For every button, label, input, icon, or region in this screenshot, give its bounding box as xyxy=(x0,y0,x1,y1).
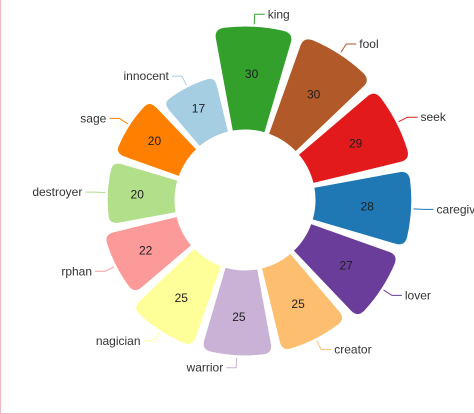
leader-line-destroyer xyxy=(85,191,106,194)
value-label-fool: 30 xyxy=(307,87,321,101)
slices xyxy=(105,25,413,357)
value-label-rphan: 22 xyxy=(139,244,153,258)
category-label-fool: fool xyxy=(359,37,378,51)
slice-seek xyxy=(297,92,409,185)
leader-line-innocent xyxy=(171,75,187,86)
value-label-warrior: 25 xyxy=(232,310,246,324)
leader-line-rphan xyxy=(95,266,115,272)
category-label-sage: sage xyxy=(80,111,106,125)
value-label-lover: 27 xyxy=(339,259,353,273)
slice-creator xyxy=(260,252,344,351)
value-label-nagician: 25 xyxy=(175,291,189,305)
category-label-rphan: rphan xyxy=(61,264,92,278)
slice-lover xyxy=(292,222,397,316)
category-label-warrior: warrior xyxy=(186,361,224,375)
leader-line-fool xyxy=(340,43,357,53)
slice-innocent xyxy=(165,77,230,148)
leader-line-nagician xyxy=(143,332,160,342)
slice-nagician xyxy=(135,247,223,345)
category-label-innocent: innocent xyxy=(124,69,170,83)
left-border xyxy=(0,0,1,414)
value-label-destroyer: 20 xyxy=(131,187,145,201)
category-label-creator: creator xyxy=(334,343,371,357)
value-label-seek: 29 xyxy=(349,137,363,151)
slice-warrior xyxy=(202,266,273,357)
leader-line-king xyxy=(253,13,265,25)
slice-fool xyxy=(267,38,368,153)
leader-line-lover xyxy=(383,289,402,296)
slice-rphan xyxy=(105,215,193,292)
category-label-lover: lover xyxy=(405,288,431,302)
value-label-caregiver: 28 xyxy=(361,199,375,213)
value-label-creator: 25 xyxy=(291,297,305,311)
leader-line-creator xyxy=(316,340,332,351)
category-label-king: king xyxy=(268,7,290,21)
value-label-king: 30 xyxy=(245,67,259,81)
leader-line-caregiver xyxy=(413,208,434,210)
leader-line-warrior xyxy=(226,357,238,369)
slice-king xyxy=(214,25,293,134)
leader-line-seek xyxy=(398,116,418,123)
value-label-innocent: 17 xyxy=(192,102,206,116)
value-label-sage: 20 xyxy=(148,134,162,148)
slice-destroyer xyxy=(106,162,179,224)
leader-line-sage xyxy=(109,117,128,125)
slice-sage xyxy=(116,102,198,178)
slice-caregiver xyxy=(311,170,413,246)
category-label-destroyer: destroyer xyxy=(32,185,82,199)
category-label-caregiver: caregiver xyxy=(437,202,474,216)
category-label-nagician: nagician xyxy=(96,334,141,348)
labels: 30 king 30 fool 29 seek 28 caregiver 27 lover 25 cr… xyxy=(32,7,474,374)
category-label-seek: seek xyxy=(421,110,447,124)
leader-lines xyxy=(85,13,434,369)
